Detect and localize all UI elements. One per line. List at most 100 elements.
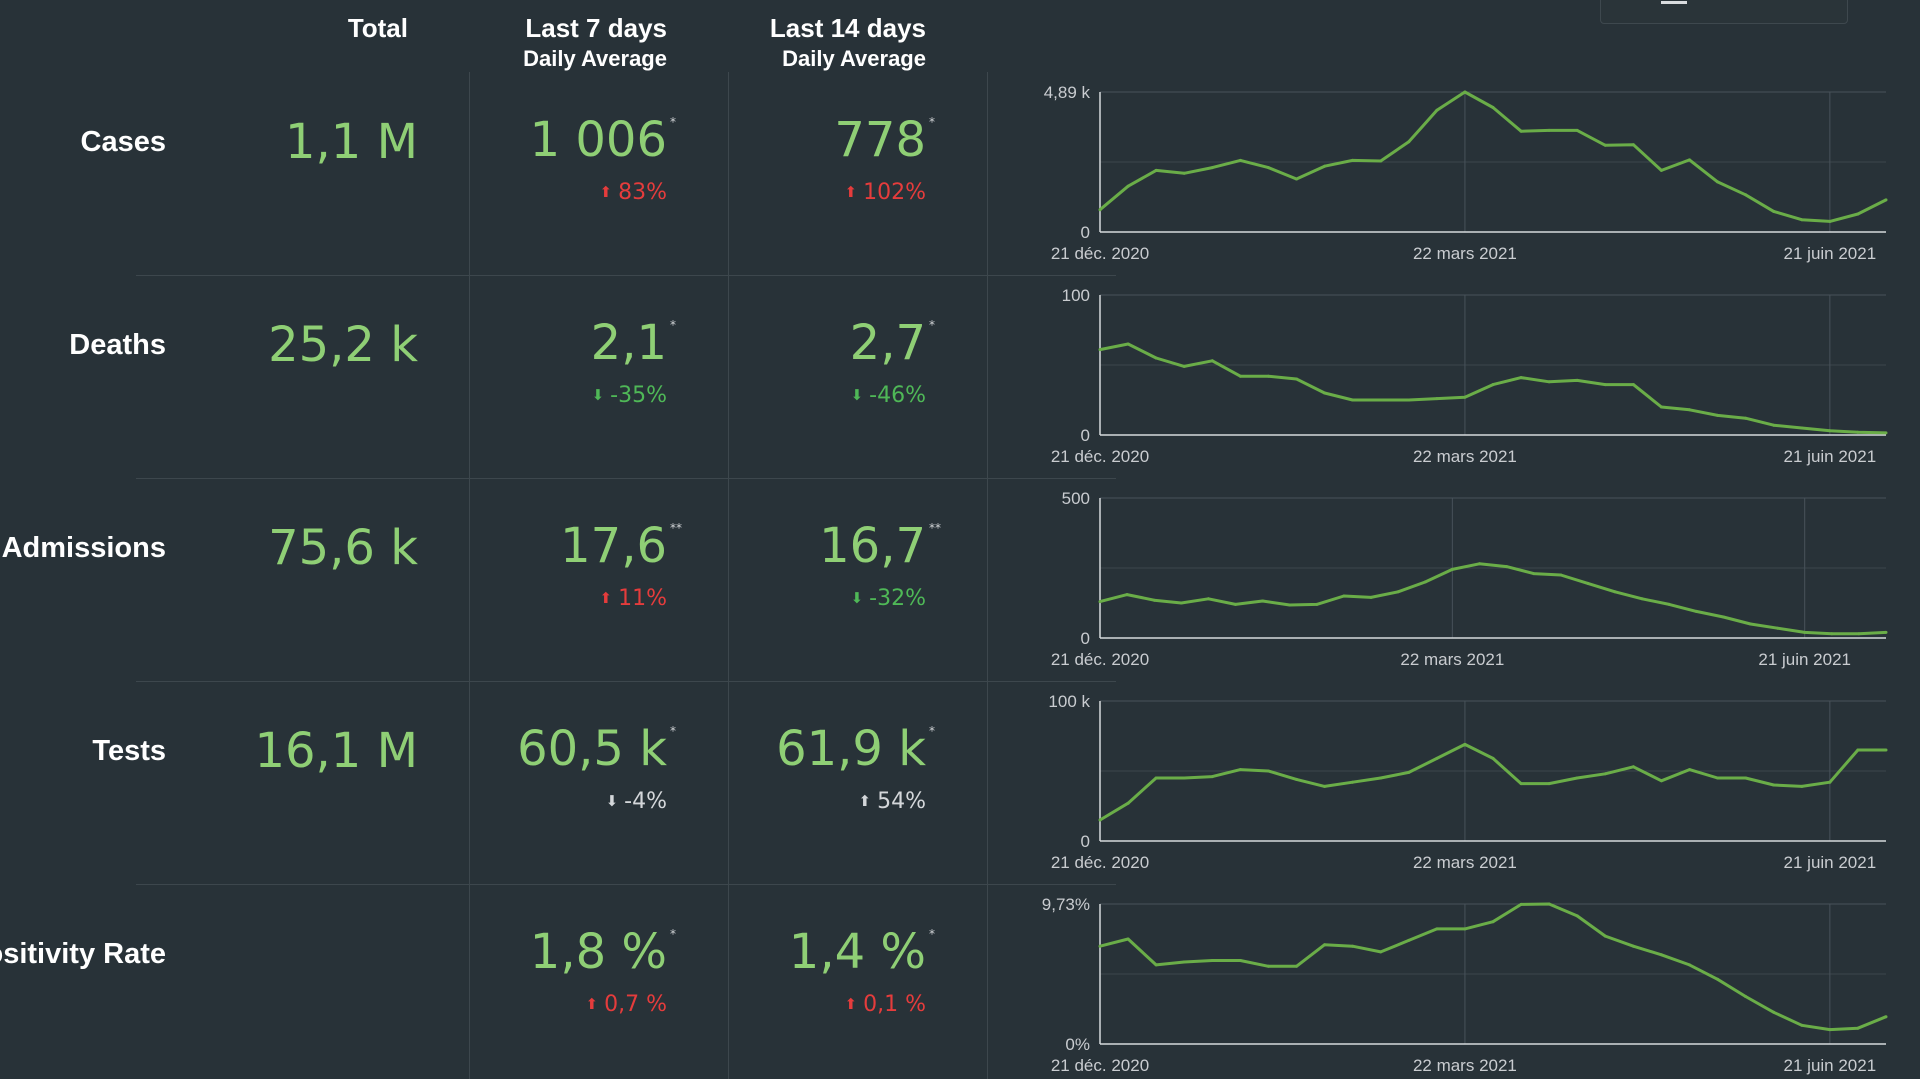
data-point: [1884, 431, 1888, 435]
data-point: [1154, 963, 1158, 967]
avg14-number: 2,7: [849, 315, 926, 371]
data-point: [1575, 378, 1579, 382]
header-last14-sub: Daily Average: [782, 46, 926, 71]
data-point: [1179, 601, 1183, 605]
header-last14: Last 14 days Daily Average: [770, 12, 926, 74]
data-point: [1407, 770, 1411, 774]
y-tick-label: 500: [1062, 489, 1090, 508]
metric-label: Cases: [80, 126, 166, 158]
avg7-number: 60,5 k: [517, 721, 667, 777]
avg14-value: 2,7 *: [849, 313, 935, 373]
data-point: [1800, 784, 1804, 788]
data-point: [1154, 356, 1158, 360]
footnote-mark: *: [929, 724, 935, 738]
data-point: [1323, 164, 1327, 168]
data-point: [1098, 818, 1102, 822]
header-last14-label: Last 14 days: [769, 13, 926, 43]
data-point: [1772, 783, 1776, 787]
x-tick-label: 21 juin 2021: [1784, 447, 1877, 466]
arrow-down-icon: ⬇: [850, 386, 864, 404]
x-tick-label: 21 déc. 2020: [1051, 447, 1149, 466]
data-point: [1716, 413, 1720, 417]
delta7-text: 83%: [618, 180, 667, 205]
data-point: [1519, 376, 1523, 380]
series-line: [1099, 90, 1887, 223]
data-point: [1351, 158, 1355, 162]
top-control-button[interactable]: [1600, 0, 1848, 24]
metric-total: 1,1 M: [284, 114, 418, 170]
data-point: [1125, 593, 1129, 597]
avg14-value: 16,7 **: [819, 516, 941, 576]
data-point: [1154, 168, 1158, 172]
avg7-number: 17,6: [560, 518, 667, 574]
chart-svg: 21 déc. 2020 22 mars 2021 21 juin 2021 0 100…: [1048, 692, 1888, 872]
series-line: [1099, 562, 1887, 636]
data-point: [1477, 562, 1481, 566]
delta14-change: ⬆ 54%: [859, 787, 926, 816]
data-point: [1716, 776, 1720, 780]
data-point: [1210, 959, 1214, 962]
delta14-text: 102%: [863, 180, 926, 205]
data-point: [1884, 1015, 1888, 1019]
chart-svg: 21 déc. 2020 22 mars 2021 21 juin 2021 0% 9,…: [1042, 895, 1888, 1075]
row-divider: [136, 275, 1116, 276]
delta14-change: ⬆ 102%: [845, 178, 926, 207]
data-point: [1532, 572, 1536, 576]
avg14-number: 1,4 %: [788, 924, 926, 980]
avg14-value: 61,9 k *: [776, 719, 935, 779]
data-point: [1435, 397, 1439, 401]
data-point: [1295, 377, 1298, 381]
y-tick-label: 0: [1081, 832, 1090, 851]
sparkline-chart: 21 déc. 2020 22 mars 2021 21 juin 2021 0 4,8…: [1020, 72, 1920, 275]
data-point: [1210, 359, 1214, 363]
footnote-mark: *: [670, 318, 676, 332]
data-point: [1295, 177, 1298, 181]
chart-svg: 21 déc. 2020 22 mars 2021 21 juin 2021 0 500: [1051, 489, 1888, 669]
data-point: [1463, 90, 1467, 94]
x-tick-label: 21 juin 2021: [1784, 244, 1877, 263]
data-point: [1210, 775, 1214, 779]
data-point: [1772, 1010, 1776, 1014]
data-point: [1323, 784, 1327, 788]
footnote-mark: *: [929, 927, 935, 941]
chart-svg: 21 déc. 2020 22 mars 2021 21 juin 2021 0 4,8…: [1044, 83, 1888, 263]
data-point: [1491, 920, 1495, 924]
data-point: [1323, 391, 1327, 395]
footnote-mark: **: [670, 521, 682, 535]
arrow-up-icon: ⬆: [844, 995, 858, 1013]
y-tick-label: 4,89 k: [1044, 83, 1091, 102]
sparkline-chart: 21 déc. 2020 22 mars 2021 21 juin 2021 0 100: [1020, 275, 1920, 478]
avg14-value: 778 *: [834, 110, 935, 170]
data-point: [1631, 383, 1635, 387]
data-point: [1800, 1023, 1804, 1027]
delta7-text: 11%: [618, 586, 667, 611]
data-point: [1379, 776, 1383, 780]
metric-label: Deaths: [69, 329, 166, 361]
data-point: [1261, 599, 1265, 603]
data-point: [1856, 748, 1860, 752]
data-point: [1182, 171, 1186, 175]
data-point: [1659, 953, 1663, 957]
avg14-number: 16,7: [819, 518, 926, 574]
data-point: [1098, 348, 1102, 352]
data-point: [1491, 756, 1495, 760]
column-divider: [728, 72, 729, 1079]
x-tick-label: 21 déc. 2020: [1051, 650, 1149, 669]
data-point: [1659, 168, 1663, 172]
metric-label: Tests: [92, 735, 166, 767]
data-point: [1828, 219, 1832, 223]
data-point: [1884, 198, 1888, 202]
avg7-number: 2,1: [590, 315, 667, 371]
data-point: [1631, 944, 1635, 948]
avg7-value: 1 006 *: [530, 110, 676, 170]
data-point: [1126, 937, 1130, 941]
data-point: [1884, 748, 1888, 752]
data-point: [1234, 602, 1237, 606]
data-point: [1266, 374, 1270, 378]
data-point: [1547, 782, 1551, 786]
x-tick-label: 21 déc. 2020: [1051, 244, 1149, 263]
delta7-change: ⬇ -4%: [606, 787, 667, 816]
data-point: [1586, 581, 1590, 585]
data-point: [1603, 383, 1607, 387]
avg7-value: 1,8 % *: [530, 922, 676, 982]
